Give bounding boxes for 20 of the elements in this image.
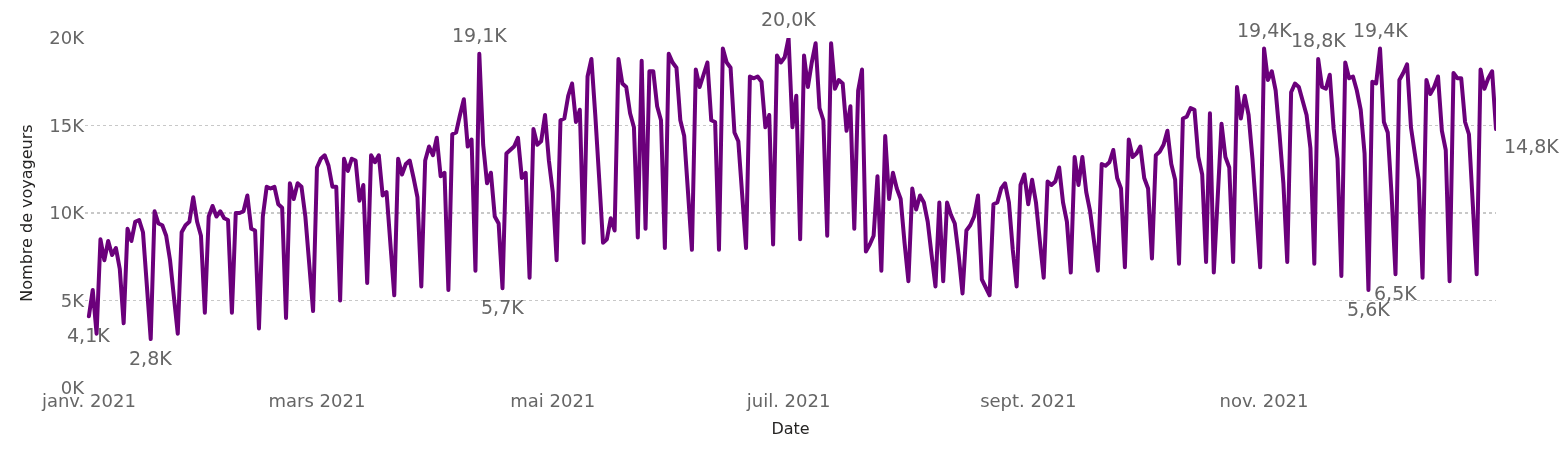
- y-tick-label: 5K: [60, 289, 86, 311]
- y-tick-label: 10K: [49, 202, 86, 224]
- x-tick-label: sept. 2021: [980, 390, 1077, 411]
- x-tick-label: mars 2021: [268, 390, 366, 411]
- annotation: 19,1K: [452, 24, 508, 46]
- annotation: 2,8K: [129, 347, 173, 369]
- annotation: 18,8K: [1291, 29, 1347, 51]
- x-tick-label: mai 2021: [510, 390, 596, 411]
- annotation: 4,1K: [67, 324, 111, 346]
- x-tick-label: nov. 2021: [1219, 390, 1309, 411]
- annotation: 20,0K: [761, 8, 817, 30]
- x-axis-title: Date: [771, 418, 810, 438]
- annotation: 14,8K: [1504, 135, 1560, 157]
- y-tick-label: 15K: [49, 114, 86, 136]
- annotation: 19,4K: [1237, 19, 1293, 41]
- y-tick-label: 20K: [49, 27, 86, 49]
- annotation: 19,4K: [1353, 19, 1409, 41]
- y-axis-title: Nombre de voyageurs: [17, 124, 37, 302]
- annotation: 5,7K: [481, 296, 525, 318]
- x-tick-label: juil. 2021: [745, 390, 831, 411]
